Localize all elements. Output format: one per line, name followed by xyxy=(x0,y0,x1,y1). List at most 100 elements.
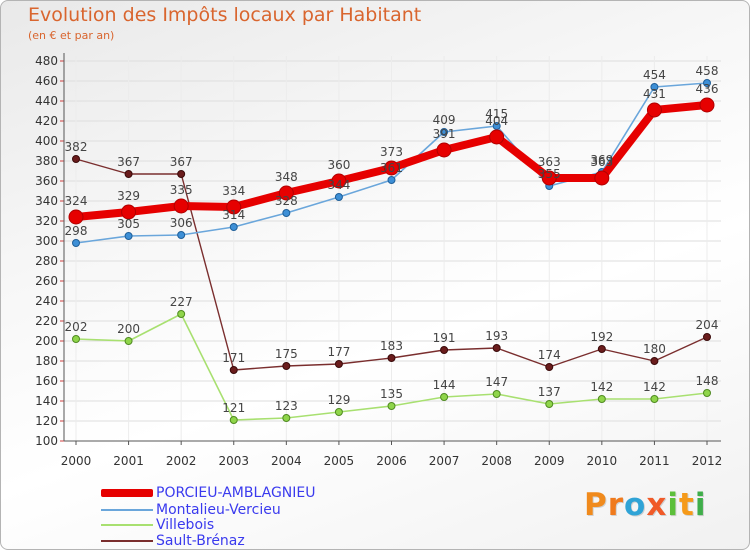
data-label-montalieu-vercieu-2010: 369 xyxy=(590,153,613,167)
y-tick-label-140: 140 xyxy=(35,394,58,408)
point-sault-brenaz-2010 xyxy=(597,345,606,353)
y-tick-label-200: 200 xyxy=(35,334,58,348)
data-label-sault-brenaz-2005: 177 xyxy=(327,345,350,359)
data-label-porcieu-amblagnieu-2009: 363 xyxy=(538,155,561,169)
point-montalieu-vercieu-2011 xyxy=(650,83,659,91)
x-tick-label-2011: 2011 xyxy=(639,454,670,468)
legend-label-porcieu-amblagnieu: PORCIEU-AMBLAGNIEU xyxy=(156,485,316,501)
data-label-sault-brenaz-2007: 191 xyxy=(433,331,456,345)
data-label-villebois-2008: 147 xyxy=(485,375,508,389)
data-label-villebois-2006: 135 xyxy=(380,387,403,401)
data-label-villebois-2004: 123 xyxy=(275,399,298,413)
point-porcieu-amblagnieu-2006 xyxy=(384,160,399,176)
point-porcieu-amblagnieu-2010 xyxy=(594,170,610,186)
data-label-porcieu-amblagnieu-2000: 324 xyxy=(65,194,88,208)
data-label-porcieu-amblagnieu-2008: 404 xyxy=(485,114,508,128)
grid-lines xyxy=(64,56,721,442)
y-tick-label-280: 280 xyxy=(35,254,58,268)
x-tick-label-2004: 2004 xyxy=(271,454,302,468)
point-montalieu-vercieu-2012 xyxy=(703,79,711,87)
chart-title: Evolution des Impôts locaux par Habitant xyxy=(28,4,422,26)
data-label-villebois-2005: 129 xyxy=(327,393,350,407)
legend-label-montalieu-vercieu: Montalieu-Vercieu xyxy=(156,502,281,518)
data-label-villebois-2003: 121 xyxy=(222,401,245,415)
point-villebois-2009 xyxy=(545,400,554,408)
data-label-montalieu-vercieu-2002: 306 xyxy=(170,216,193,230)
data-label-montalieu-vercieu-2005: 344 xyxy=(327,178,350,192)
point-villebois-2001 xyxy=(124,337,133,345)
point-porcieu-amblagnieu-2003 xyxy=(226,199,242,215)
legend-swatch-montalieu-vercieu xyxy=(101,509,153,511)
data-label-villebois-2007: 144 xyxy=(433,378,456,392)
y-tick-label-460: 460 xyxy=(35,74,58,88)
point-montalieu-vercieu-2002 xyxy=(177,231,186,239)
legend-label-sault-brenaz: Sault-Brénaz xyxy=(156,533,245,549)
point-villebois-2004 xyxy=(282,414,291,422)
x-tick-label-2007: 2007 xyxy=(429,454,460,468)
data-label-porcieu-amblagnieu-2001: 329 xyxy=(117,189,140,203)
logo-letter: i xyxy=(667,487,679,523)
point-villebois-2006 xyxy=(387,402,396,410)
data-label-porcieu-amblagnieu-2003: 334 xyxy=(222,184,245,198)
point-sault-brenaz-2011 xyxy=(650,357,659,365)
point-montalieu-vercieu-2001 xyxy=(124,232,133,240)
y-tick-label-480: 480 xyxy=(35,54,58,68)
data-label-montalieu-vercieu-2007: 409 xyxy=(433,113,456,127)
y-tick-label-240: 240 xyxy=(35,294,58,308)
logo-letter: r xyxy=(607,487,625,523)
legend-swatch-porcieu-amblagnieu xyxy=(101,489,153,497)
data-label-villebois-2001: 200 xyxy=(117,322,140,336)
point-montalieu-vercieu-2004 xyxy=(282,209,291,217)
point-villebois-2007 xyxy=(440,393,449,401)
data-label-sault-brenaz-2011: 180 xyxy=(643,342,666,356)
logo-letter: o xyxy=(624,487,647,523)
data-label-montalieu-vercieu-2009: 355 xyxy=(538,167,561,181)
legend-swatch-villebois xyxy=(101,524,153,526)
data-label-montalieu-vercieu-2000: 298 xyxy=(65,224,88,238)
y-tick-label-380: 380 xyxy=(35,154,58,168)
logo-letter: x xyxy=(646,487,668,523)
data-label-sault-brenaz-2006: 183 xyxy=(380,339,403,353)
data-label-porcieu-amblagnieu-2002: 335 xyxy=(170,183,193,197)
y-tick-label-400: 400 xyxy=(35,134,58,148)
data-label-porcieu-amblagnieu-2010: 363 xyxy=(590,155,613,169)
chart-subtitle: (en € et par an) xyxy=(28,29,115,42)
x-tick-label-2001: 2001 xyxy=(113,454,144,468)
point-villebois-2005 xyxy=(334,408,343,416)
series-porcieu-amblagnieu xyxy=(68,97,715,225)
proxiti-logo[interactable]: Proxiti xyxy=(584,487,706,527)
x-tick-label-2003: 2003 xyxy=(218,454,249,468)
data-label-sault-brenaz-2003: 171 xyxy=(222,351,245,365)
data-label-sault-brenaz-2008: 193 xyxy=(485,329,508,343)
point-sault-brenaz-2008 xyxy=(492,344,501,352)
y-tick-label-440: 440 xyxy=(35,94,58,108)
y-tick-label-220: 220 xyxy=(35,314,58,328)
point-porcieu-amblagnieu-2002 xyxy=(173,198,189,214)
data-label-sault-brenaz-2000: 382 xyxy=(65,140,88,154)
data-label-porcieu-amblagnieu-2012: 436 xyxy=(696,82,719,96)
data-label-montalieu-vercieu-2006: 361 xyxy=(380,161,403,175)
point-villebois-2012 xyxy=(703,389,711,397)
data-label-porcieu-amblagnieu-2004: 348 xyxy=(275,170,298,184)
logo-letter: i xyxy=(694,487,707,523)
point-villebois-2010 xyxy=(597,395,606,403)
point-porcieu-amblagnieu-2011 xyxy=(646,102,662,118)
x-tick-label-2002: 2002 xyxy=(166,454,197,468)
y-tick-label-120: 120 xyxy=(35,414,58,428)
data-label-villebois-2000: 202 xyxy=(65,320,88,334)
y-tick-label-160: 160 xyxy=(35,374,58,388)
data-label-villebois-2009: 137 xyxy=(538,385,561,399)
legend-item-sault-brenaz: Sault-Brénaz xyxy=(101,533,401,549)
data-label-sault-brenaz-2012: 204 xyxy=(696,318,719,332)
data-label-montalieu-vercieu-2001: 305 xyxy=(117,217,140,231)
point-porcieu-amblagnieu-2001 xyxy=(121,204,137,220)
point-porcieu-amblagnieu-2004 xyxy=(278,185,294,201)
y-tick-label-300: 300 xyxy=(35,234,58,248)
data-label-porcieu-amblagnieu-2005: 360 xyxy=(327,158,350,172)
x-tick-label-2009: 2009 xyxy=(534,454,565,468)
series-villebois xyxy=(72,310,711,424)
point-sault-brenaz-2009 xyxy=(545,363,554,371)
data-label-sault-brenaz-2002: 367 xyxy=(170,155,193,169)
